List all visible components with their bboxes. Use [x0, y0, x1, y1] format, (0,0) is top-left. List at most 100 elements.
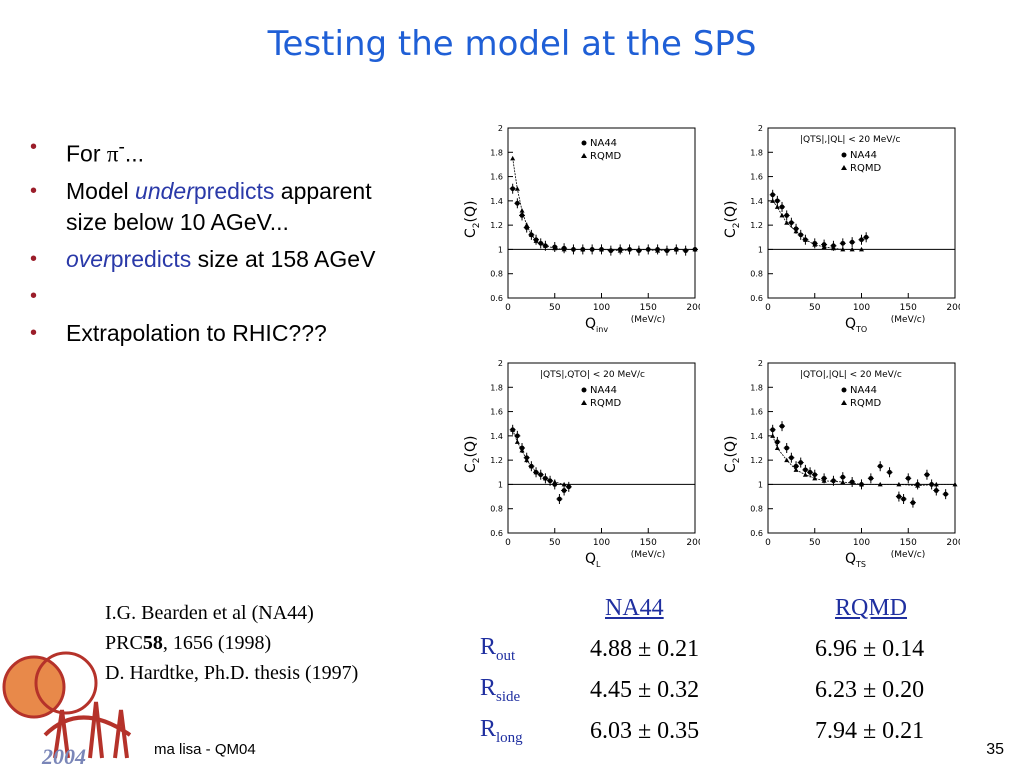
y-tick-label: 1	[498, 245, 503, 254]
x-tick-label: 0	[765, 538, 771, 548]
rqmd-value: 6.96 ± 0.14	[815, 636, 925, 662]
na44-point	[915, 482, 920, 487]
na44-point	[561, 488, 567, 493]
y-tick-label: 0.6	[750, 529, 763, 538]
bullet-item: overpredicts size at 158 AGeV	[30, 244, 410, 275]
na44-point	[673, 247, 679, 252]
y-tick-label: 1.6	[490, 173, 503, 182]
y-tick-label: 2	[758, 359, 763, 368]
na44-point	[901, 496, 906, 502]
na44-point	[933, 488, 939, 493]
na44-point	[770, 192, 776, 198]
y-tick-label: 0.8	[750, 270, 763, 279]
na44-point	[645, 247, 651, 252]
na44-point	[571, 247, 576, 252]
na44-value: 6.03 ± 0.35	[590, 718, 700, 744]
na44-point	[519, 445, 525, 451]
na44-point	[887, 469, 892, 475]
na44-point	[538, 472, 544, 478]
na44-point	[655, 247, 660, 252]
na44-point	[812, 240, 818, 246]
na44-point	[774, 198, 780, 204]
legend-marker-rqmd	[841, 165, 847, 170]
bullet-item-empty	[30, 281, 410, 312]
x-tick-label: 0	[505, 303, 511, 313]
na44-point	[803, 237, 808, 243]
y-tick-label: 1.2	[490, 221, 503, 230]
y-tick-label: 0.6	[490, 294, 503, 303]
rqmd-point	[514, 186, 520, 191]
x-axis-unit: (MeV/c)	[631, 315, 665, 325]
x-axis-label: Qinv	[585, 316, 608, 334]
y-tick-label: 0.6	[490, 529, 503, 538]
legend-label: RQMD	[590, 398, 621, 409]
rqmd-point	[859, 246, 864, 252]
legend-marker-na44	[581, 140, 587, 146]
y-tick-label: 1.4	[750, 197, 763, 206]
rqmd-point	[519, 208, 525, 213]
page-number: 35	[986, 741, 1004, 758]
na44-point	[784, 213, 790, 218]
legend-marker-rqmd	[581, 153, 587, 158]
reference-line: I.G. Bearden et al (NA44)	[105, 602, 314, 624]
footer-author: ma lisa - QM04	[154, 741, 256, 758]
na44-point	[779, 204, 785, 210]
rqmd-point	[784, 220, 790, 225]
na44-point	[910, 500, 916, 506]
y-tick-label: 2	[758, 124, 763, 133]
na44-point	[528, 232, 534, 238]
rqmd-point	[774, 445, 780, 450]
y-tick-label: 0.8	[490, 505, 503, 514]
na44-point	[608, 248, 614, 254]
bullet-text: apparent size below 10 AGeV...	[66, 177, 372, 235]
legend-marker-rqmd	[841, 400, 847, 405]
row-label: Rside	[480, 675, 521, 705]
na44-point	[510, 186, 516, 192]
legend-label: NA44	[850, 385, 877, 396]
na44-point	[627, 247, 632, 252]
na44-point	[770, 427, 776, 433]
na44-point	[812, 472, 818, 478]
conference-logo: 2004	[2, 651, 132, 768]
y-tick-label: 1	[758, 480, 763, 489]
na44-point	[840, 474, 846, 480]
plot-qinv: 0.6 0.8 1 1.2 1.4 1.6 1.8 2 0 50 100 150 200 C2(Q) Qin…	[463, 124, 700, 334]
y-tick-label: 1.2	[750, 456, 763, 465]
row-label: Rout	[480, 634, 516, 664]
x-tick-label: 100	[853, 303, 870, 313]
plot-ql: 0.6 0.8 1 1.2 1.4 1.6 1.8 2 0 50 100 150 200 C2(Q) QL (…	[463, 359, 700, 569]
rqmd-point	[933, 481, 939, 487]
na44-point	[943, 491, 949, 497]
na44-point	[774, 439, 780, 445]
rqmd-value: 7.94 ± 0.21	[815, 718, 925, 744]
na44-point	[543, 243, 548, 249]
y-tick-label: 1.2	[750, 221, 763, 230]
na44-point	[859, 482, 864, 487]
table-header-row: NA44 RQMD	[480, 588, 995, 629]
na44-point	[877, 463, 883, 469]
rqmd-point	[561, 481, 567, 487]
na44-point	[514, 200, 520, 206]
bullet-text: ...	[124, 140, 145, 167]
na44-point	[868, 475, 874, 481]
na44-point	[793, 226, 799, 232]
na44-value: 4.88 ± 0.21	[590, 636, 700, 662]
x-tick-label: 200	[686, 303, 700, 313]
legend-label: NA44	[590, 138, 617, 149]
pi-symbol: π	[106, 141, 119, 167]
emphasis-text: over	[66, 245, 111, 272]
x-tick-label: 0	[765, 303, 771, 313]
legend-label: RQMD	[850, 163, 881, 174]
bullet-text: Extrapolation to RHIC???	[66, 319, 327, 346]
na44-point	[821, 475, 827, 481]
y-tick-label: 1	[758, 245, 763, 254]
na44-point	[543, 475, 548, 481]
colored-text: predicts	[193, 177, 275, 204]
legend-label: RQMD	[850, 398, 881, 409]
na44-point	[589, 247, 595, 252]
na44-point	[788, 220, 794, 226]
na44-point	[519, 213, 525, 218]
na44-point	[524, 455, 530, 461]
rqmd-point	[840, 246, 846, 252]
rqmd-point	[784, 457, 790, 463]
